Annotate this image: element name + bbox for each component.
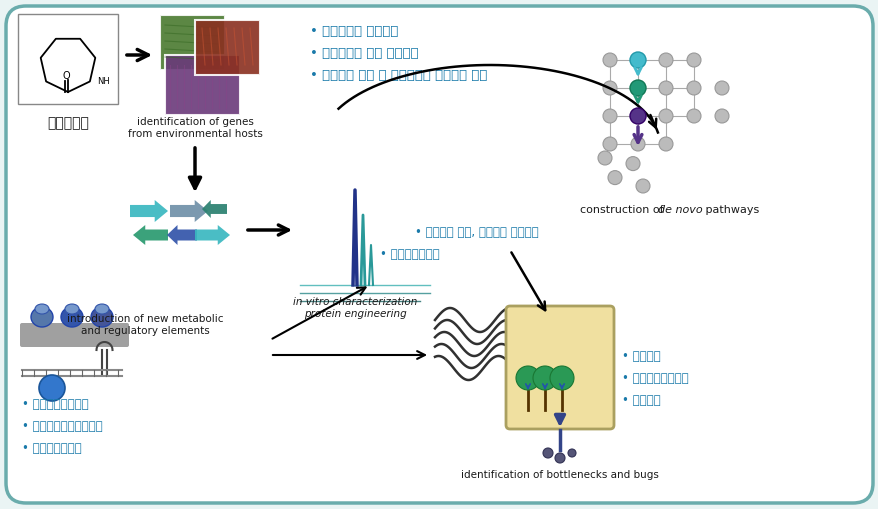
Circle shape <box>630 81 644 95</box>
Polygon shape <box>202 200 227 218</box>
Circle shape <box>630 80 645 96</box>
Circle shape <box>39 375 65 401</box>
Circle shape <box>630 52 645 68</box>
FancyBboxPatch shape <box>20 323 129 347</box>
Text: 카프로락탐: 카프로락탐 <box>47 116 89 130</box>
Text: • 효소유전자 스크리닝: • 효소유전자 스크리닝 <box>310 25 398 38</box>
Circle shape <box>602 109 616 123</box>
Circle shape <box>608 171 622 185</box>
Text: • 대사흐름분석기술: • 대사흐름분석기술 <box>622 372 687 385</box>
Text: construction of: construction of <box>579 205 666 215</box>
Circle shape <box>532 366 557 390</box>
Text: O: O <box>62 71 69 81</box>
Ellipse shape <box>35 304 49 314</box>
Circle shape <box>714 109 728 123</box>
Circle shape <box>630 109 644 123</box>
Polygon shape <box>167 225 197 245</box>
FancyBboxPatch shape <box>6 6 872 503</box>
FancyBboxPatch shape <box>195 20 260 75</box>
Ellipse shape <box>31 307 53 327</box>
Circle shape <box>625 157 639 171</box>
Circle shape <box>550 366 573 390</box>
Text: NH: NH <box>97 77 110 86</box>
Ellipse shape <box>95 304 109 314</box>
Ellipse shape <box>91 307 113 327</box>
Circle shape <box>602 81 616 95</box>
Circle shape <box>602 137 616 151</box>
Circle shape <box>597 151 611 165</box>
FancyBboxPatch shape <box>160 15 225 70</box>
Text: • 발효공학: • 발효공학 <box>622 350 660 363</box>
Circle shape <box>543 448 552 458</box>
Circle shape <box>630 137 644 151</box>
Text: pathways: pathways <box>702 205 759 215</box>
Text: • 유전자재조합기술: • 유전자재조합기술 <box>22 398 89 411</box>
Text: • 대사공학: • 대사공학 <box>622 394 660 407</box>
Circle shape <box>658 53 673 67</box>
Circle shape <box>515 366 539 390</box>
Text: • 메타게놈 제작 및 유용유전자 스크리닝 기술: • 메타게놈 제작 및 유용유전자 스크리닝 기술 <box>310 69 486 82</box>
Circle shape <box>687 109 700 123</box>
Circle shape <box>630 108 645 124</box>
Circle shape <box>714 81 728 95</box>
Circle shape <box>658 137 673 151</box>
Text: • 인실리코 분석, 대사회로 설계기술: • 인실리코 분석, 대사회로 설계기술 <box>414 225 538 239</box>
Text: in vitro characterization
protein engineering: in vitro characterization protein engine… <box>292 297 417 319</box>
Circle shape <box>687 53 700 67</box>
Circle shape <box>630 53 644 67</box>
Circle shape <box>636 179 649 193</box>
Polygon shape <box>130 200 168 222</box>
Ellipse shape <box>65 304 79 314</box>
Polygon shape <box>169 200 208 222</box>
Text: identification of genes
from environmental hosts: identification of genes from environment… <box>127 117 263 138</box>
Circle shape <box>554 453 565 463</box>
Circle shape <box>658 81 673 95</box>
Circle shape <box>602 53 616 67</box>
Text: de novo: de novo <box>658 205 702 215</box>
FancyBboxPatch shape <box>506 306 614 429</box>
Circle shape <box>658 109 673 123</box>
Text: • 대사체분석기술: • 대사체분석기술 <box>379 248 439 262</box>
Text: introduction of new metabolic
and regulatory elements: introduction of new metabolic and regula… <box>67 314 223 336</box>
FancyBboxPatch shape <box>18 14 118 104</box>
Circle shape <box>567 449 575 457</box>
FancyBboxPatch shape <box>165 55 240 115</box>
Polygon shape <box>133 225 168 245</box>
Polygon shape <box>195 225 230 245</box>
Text: identification of bottlenecks and bugs: identification of bottlenecks and bugs <box>461 470 658 480</box>
Ellipse shape <box>61 307 83 327</box>
Text: • 분자진화를 통한 효소개량: • 분자진화를 통한 효소개량 <box>310 47 418 60</box>
Circle shape <box>687 81 700 95</box>
Text: • 유전체엔지니어링기술: • 유전체엔지니어링기술 <box>22 420 103 433</box>
Text: • 합성생물학기술: • 합성생물학기술 <box>22 442 82 455</box>
